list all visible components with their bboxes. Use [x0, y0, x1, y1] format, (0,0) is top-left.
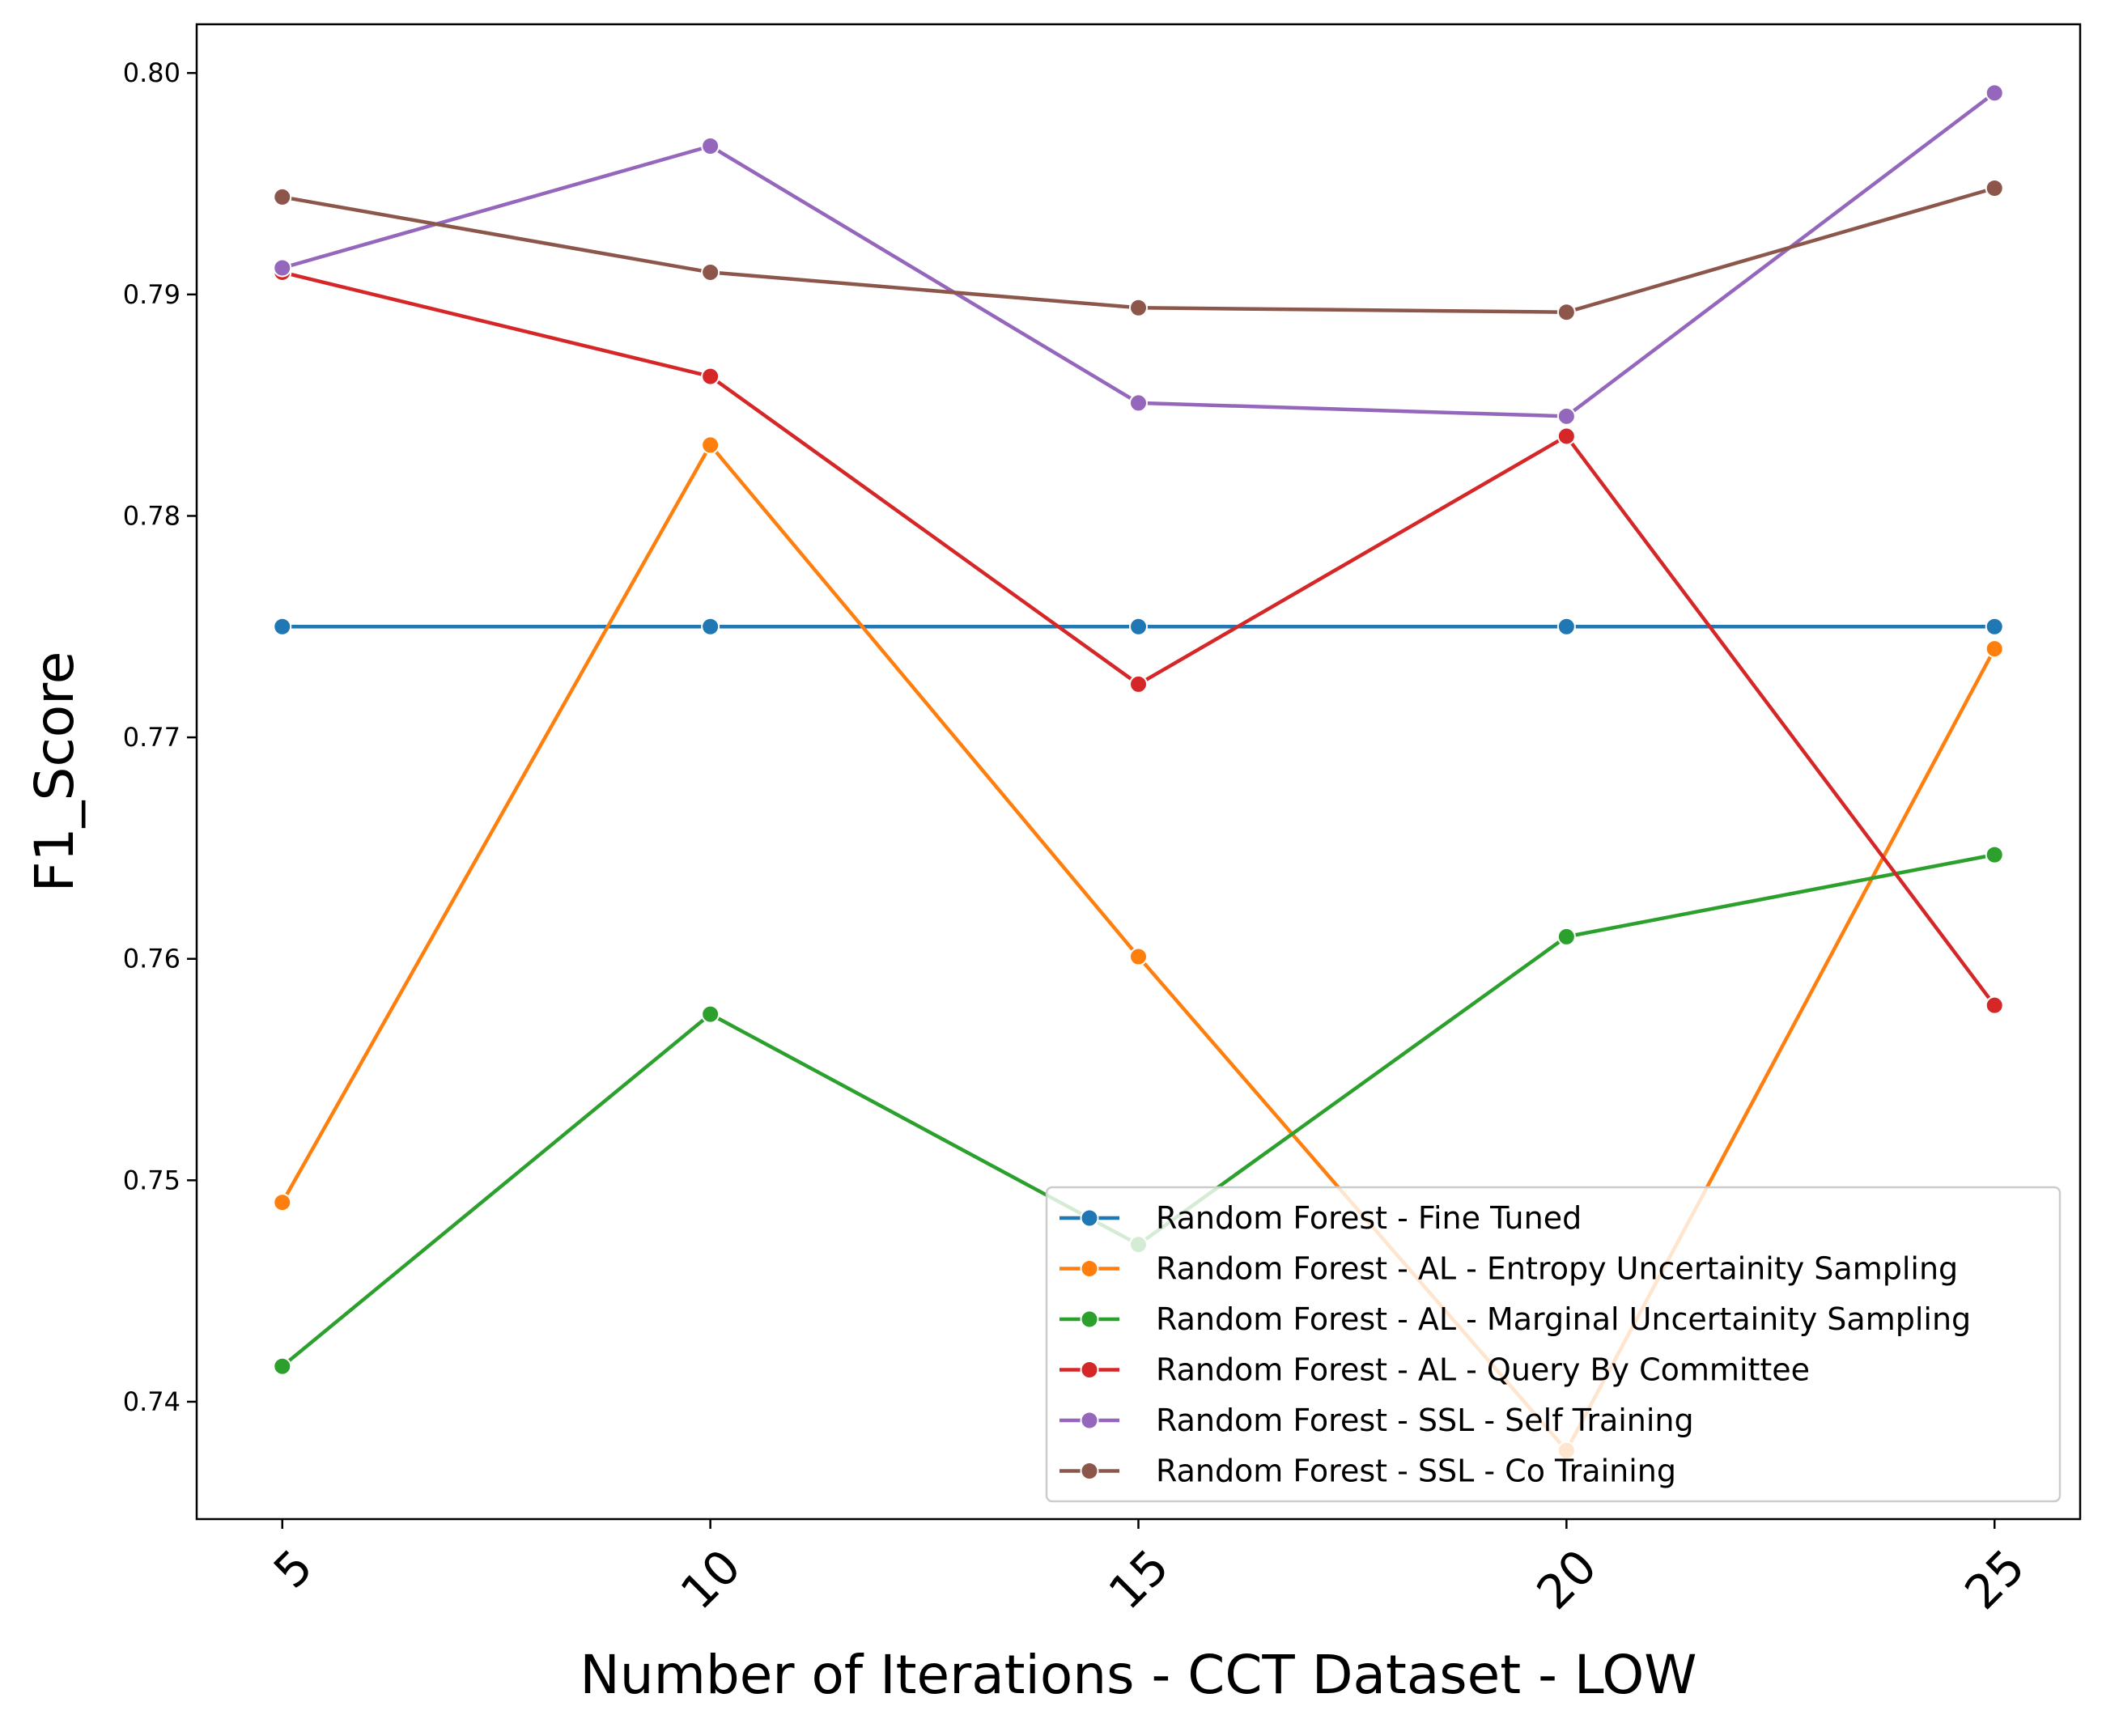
series-2-point — [1129, 947, 1148, 966]
series-4-point — [1129, 674, 1148, 694]
series-1-point — [1129, 617, 1148, 636]
legend-label: Random Forest - SSL - Self Training — [1156, 1403, 1694, 1438]
y-tick-label: 0.80 — [123, 57, 180, 88]
series-4-point — [701, 367, 720, 386]
y-tick-label: 0.79 — [123, 279, 180, 310]
series-3-point — [1556, 927, 1576, 946]
series-6-point — [1985, 178, 2004, 197]
series-6-point — [1556, 303, 1576, 322]
legend-label: Random Forest - SSL - Co Training — [1156, 1454, 1676, 1489]
legend-label: Random Forest - Fine Tuned — [1156, 1200, 1582, 1236]
y-tick-label: 0.74 — [123, 1386, 180, 1417]
legend-box — [1045, 1186, 2062, 1503]
legend-swatch-marker — [1080, 1411, 1099, 1430]
series-5-point — [1129, 393, 1148, 413]
series-4-point — [1556, 427, 1576, 446]
series-6-point — [701, 262, 720, 282]
series-1-point — [1985, 617, 2004, 636]
series-5-point — [1556, 406, 1576, 426]
y-axis-title: F1_Score — [23, 652, 86, 893]
series-3-point — [1985, 845, 2004, 864]
series-6-point — [273, 187, 292, 206]
legend-swatch-marker — [1080, 1309, 1099, 1329]
legend-swatch-marker — [1080, 1208, 1099, 1228]
series-1-point — [1556, 617, 1576, 636]
legend-swatch-marker — [1080, 1259, 1099, 1278]
series-2-point — [701, 435, 720, 455]
series-2-point — [273, 1193, 292, 1212]
series-5-point — [701, 136, 720, 155]
y-tick-label: 0.78 — [123, 500, 180, 531]
legend-swatch-marker — [1080, 1462, 1099, 1480]
y-tick-label: 0.77 — [123, 722, 180, 753]
series-6-point — [1129, 298, 1148, 317]
legend: Random Forest - Fine Tuned Random Forest … — [1045, 1186, 2062, 1503]
legend-label: Random Forest - AL - Entropy Uncertainit… — [1156, 1251, 1958, 1287]
series-3-point — [701, 1004, 720, 1024]
x-axis-title: Number of Iterations - CCT Dataset - LOW — [580, 1644, 1696, 1706]
series-5-point — [273, 258, 292, 278]
plot-frame — [195, 23, 2082, 1521]
y-tick-label: 0.76 — [123, 944, 180, 974]
y-axis-ticks: 0.74 0.75 0.76 0.77 0.78 0.79 0.80 — [123, 57, 197, 1417]
series-5-point — [1985, 83, 2004, 103]
legend-label: Random Forest - AL - Marginal Uncertaini… — [1156, 1301, 1971, 1337]
series-2-point — [1985, 639, 2004, 659]
series-1-point — [273, 617, 292, 636]
legend-swatch-marker — [1080, 1360, 1099, 1379]
series-3-point — [273, 1356, 292, 1376]
legend-label: Random Forest - AL - Query By Committee — [1156, 1352, 1810, 1388]
series-1-point — [701, 617, 720, 636]
y-tick-label: 0.75 — [123, 1165, 180, 1195]
series-4-point — [1985, 995, 2004, 1015]
